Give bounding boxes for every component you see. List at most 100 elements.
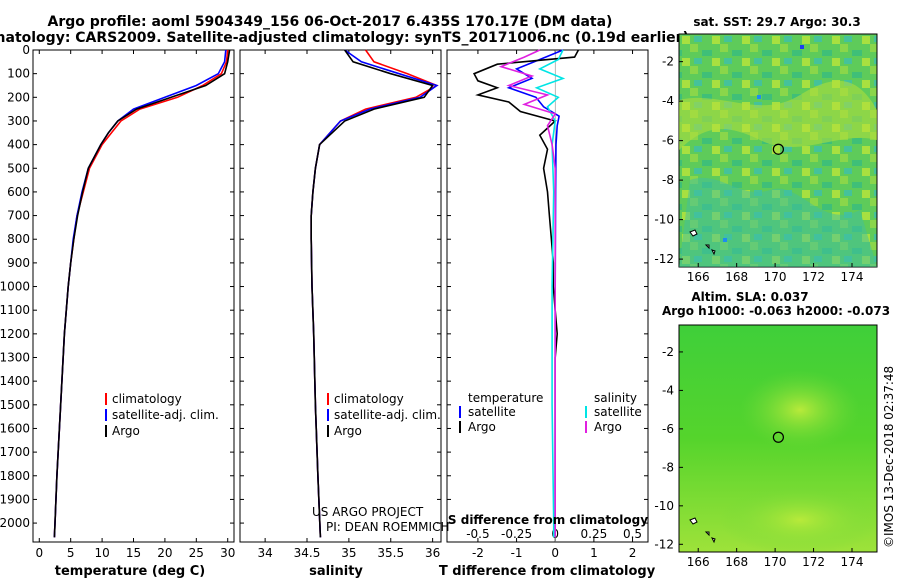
y-tick-label: 1100 — [0, 303, 30, 317]
y-tick-label: 500 — [7, 161, 30, 175]
series-line-s-satellite — [534, 49, 566, 538]
series-line-argo — [53, 49, 231, 538]
map-y-tick-label: -6 — [662, 422, 674, 436]
argo-location-marker — [772, 143, 784, 155]
sst-map-axes: 166 168 170 172 174 -2 -4 -6 -8 -10 -12 — [654, 55, 863, 284]
legend-label-satellite-adj: satellite-adj. clim. — [112, 408, 219, 422]
project-annotation: US ARGO PROJECT — [312, 505, 424, 519]
map-y-tick-label: -12 — [654, 537, 674, 551]
title-line1: Argo profile: aoml 5904349_156 06-Oct-20… — [48, 14, 613, 30]
x-tick-label: 36 — [425, 546, 440, 560]
y-tick-label: 100 — [7, 67, 30, 81]
x-tick-label: 10 — [94, 546, 109, 560]
y-tick-label: 1500 — [0, 398, 30, 412]
x-tick-label: 20 — [157, 546, 172, 560]
x-tick-label: 15 — [126, 546, 141, 560]
map-x-tick-label: 166 — [687, 555, 710, 569]
secondary-x-tick-label: -0.5 — [466, 527, 489, 541]
legend-label-s-satellite: satellite — [594, 405, 642, 419]
sst-speck — [757, 95, 761, 99]
island-outline — [689, 517, 716, 544]
x-tick-label: -1 — [511, 546, 523, 560]
difference-chart: -2 -1 0 1 2-0.5 -0.25 0 0.25 0.5 — [447, 49, 648, 560]
x-tick-label: 0 — [551, 546, 559, 560]
map-y-tick-label: -8 — [662, 173, 674, 187]
map-x-tick-label: 174 — [841, 555, 864, 569]
y-tick-label: 0 — [22, 43, 30, 57]
x-tick-label: 5 — [67, 546, 75, 560]
x-tick-label: 35.5 — [377, 546, 404, 560]
sla-map-axes: 166 168 170 172 174 -2 -4 -6 -8 -10 -12 — [654, 345, 863, 569]
map-x-tick-label: 172 — [802, 555, 825, 569]
legend-label-argo: Argo — [112, 424, 140, 438]
salinity-panel — [239, 49, 442, 543]
legend-label-s-argo: Argo — [594, 420, 622, 434]
map-y-tick-label: -6 — [662, 134, 674, 148]
sst-cool-patch — [679, 177, 877, 267]
y-tick-label: 1600 — [0, 421, 30, 435]
x-tick-label: 2 — [629, 546, 637, 560]
y-tick-label: 400 — [7, 138, 30, 152]
sst-map: 166 168 170 172 174 -2 -4 -6 -8 -10 -12 — [654, 33, 878, 284]
temperature-xlabel: temperature (deg C) — [55, 564, 205, 579]
sla-high-patch — [740, 370, 860, 450]
y-tick-label: 1000 — [0, 280, 30, 294]
map-y-tick-label: -4 — [662, 383, 674, 397]
secondary-x-tick-label: 0.25 — [581, 527, 608, 541]
y-tick-label: 600 — [7, 185, 30, 199]
y-tick-label: 200 — [7, 90, 30, 104]
legend-label-argo: Argo — [334, 424, 362, 438]
x-tick-label: 35 — [341, 546, 356, 560]
sla-map-title-line2: Argo h1000: -0.063 h2000: -0.073 — [662, 304, 890, 318]
map-y-tick-label: -12 — [654, 252, 674, 266]
y-tick-label: 900 — [7, 256, 30, 270]
x-tick-label: 34.5 — [294, 546, 321, 560]
y-tick-label: 1700 — [0, 445, 30, 459]
y-tick-label: 700 — [7, 209, 30, 223]
map-x-tick-label: 170 — [764, 270, 787, 284]
y-tick-label: 2000 — [0, 516, 30, 530]
map-y-tick-label: -4 — [662, 94, 674, 108]
x-tick-label: 30 — [220, 546, 235, 560]
x-tick-label: -2 — [472, 546, 484, 560]
imos-watermark: ©IMOS 13-Dec-2018 02:37:48 — [882, 366, 896, 548]
legend-title-temperature: temperature — [468, 391, 543, 405]
legend-label-t-satellite: satellite — [468, 405, 516, 419]
argo-location-marker — [772, 431, 784, 443]
map-y-tick-label: -10 — [654, 499, 674, 513]
sla-map-title-line1: Altim. SLA: 0.037 — [691, 290, 808, 304]
legend-label-climatology: climatology — [112, 392, 182, 406]
difference-legend: temperature satellite Argo salinity sate… — [459, 391, 642, 434]
salinity-xlabel: salinity — [309, 564, 363, 579]
map-y-tick-label: -10 — [654, 213, 674, 227]
legend-label-climatology: climatology — [334, 392, 404, 406]
y-tick-label: 300 — [7, 114, 30, 128]
title-line2: Climatology: CARS2009. Satellite-adjuste… — [0, 30, 689, 46]
sst-warm-band — [679, 80, 877, 150]
y-tick-label: 1800 — [0, 469, 30, 483]
secondary-x-tick-label: -0.25 — [501, 527, 532, 541]
sst-speck — [800, 45, 804, 49]
difference-xlabel: T difference from climatology — [439, 564, 656, 579]
salinity-chart: 34 34.5 35 35.5 36 — [240, 49, 441, 560]
y-tick-label: 1400 — [0, 374, 30, 388]
map-x-tick-label: 172 — [802, 270, 825, 284]
temperature-chart: 0100200300400500600700800900100011001200… — [0, 43, 235, 560]
pi-annotation: PI: DEAN ROEMMICH — [326, 520, 449, 534]
temperature-panel — [32, 49, 235, 543]
legend-title-salinity: salinity — [594, 391, 637, 405]
series-line-argo — [310, 49, 434, 538]
y-tick-label: 1200 — [0, 327, 30, 341]
map-x-tick-label: 166 — [687, 270, 710, 284]
island-outline — [689, 229, 716, 256]
legend-label-satellite-adj: satellite-adj. clim. — [334, 408, 441, 422]
map-x-tick-label: 168 — [725, 270, 748, 284]
difference-xlabel-top: S difference from climatology — [448, 513, 648, 527]
x-tick-label: 0 — [35, 546, 43, 560]
x-tick-label: 25 — [189, 546, 204, 560]
map-x-tick-label: 170 — [764, 555, 787, 569]
temperature-legend: climatology satellite-adj. clim. Argo — [105, 392, 219, 438]
map-y-tick-label: -2 — [662, 345, 674, 359]
map-y-tick-label: -8 — [662, 460, 674, 474]
